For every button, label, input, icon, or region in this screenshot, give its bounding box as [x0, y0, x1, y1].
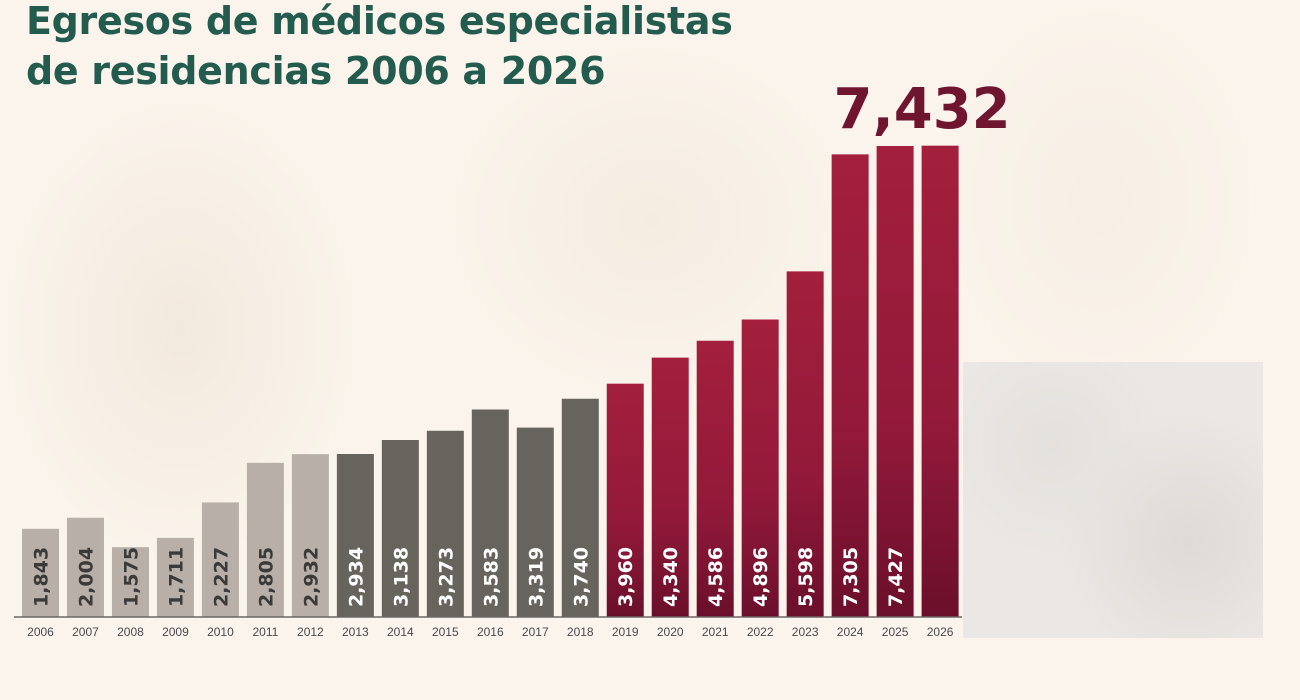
value-label: 3,319	[525, 547, 547, 607]
x-tick-label: 2024	[837, 625, 864, 639]
bar-2009	[156, 537, 194, 617]
bar-2020	[651, 357, 689, 617]
x-tick-label: 2021	[702, 625, 729, 639]
value-label: 3,273	[435, 547, 457, 607]
value-label: 3,960	[615, 547, 637, 607]
bar-2021	[696, 340, 734, 617]
x-tick-label: 2007	[72, 625, 99, 639]
bar-2014	[381, 440, 419, 617]
x-tick-label: 2022	[747, 625, 774, 639]
x-tick-label: 2017	[522, 625, 549, 639]
x-tick-label: 2011	[252, 625, 278, 639]
value-label: 1,711	[165, 547, 187, 607]
bar-2015	[426, 430, 464, 617]
value-label: 4,896	[750, 547, 772, 607]
x-tick-label: 2008	[117, 625, 144, 639]
x-tick-label: 2013	[342, 625, 369, 639]
title-line-1: Egresos de médicos especialistas	[26, 0, 733, 43]
value-label: 3,583	[480, 547, 502, 607]
x-tick-label: 2019	[612, 625, 639, 639]
value-label: 3,138	[390, 547, 412, 607]
x-tick-label: 2006	[27, 625, 54, 639]
value-label: 1,575	[120, 547, 142, 607]
value-label: 7,427	[885, 547, 907, 607]
value-label: 2,004	[75, 547, 97, 607]
bar-2011	[246, 462, 284, 617]
x-tick-label: 2014	[387, 625, 414, 639]
value-label: 2,805	[255, 547, 277, 607]
x-tick-label: 2012	[297, 625, 324, 639]
bar-2022	[741, 319, 779, 617]
bar-2024	[831, 154, 869, 618]
bar-2008	[111, 547, 149, 617]
x-tick-label: 2020	[657, 625, 684, 639]
value-label: 2,227	[210, 547, 232, 607]
x-tick-label: 2016	[477, 625, 504, 639]
decorative-panel	[963, 362, 1263, 638]
bar-2025	[876, 146, 914, 617]
value-label: 3,740	[570, 547, 592, 607]
bar-2006	[22, 528, 59, 617]
highlight-value-label: 7,432	[834, 77, 1011, 142]
value-label: 7,305	[840, 547, 862, 607]
bar-2007	[66, 517, 104, 617]
bar-2012	[291, 454, 329, 617]
value-label: 2,932	[300, 547, 322, 607]
value-label: 5,598	[795, 547, 817, 607]
x-tick-label: 2010	[207, 625, 234, 639]
x-tick-label: 2018	[567, 625, 594, 639]
value-label: 4,586	[705, 547, 727, 607]
x-tick-label: 2009	[162, 625, 189, 639]
bar-2018	[561, 398, 599, 617]
x-tick-label: 2026	[927, 625, 954, 639]
bar-2019	[606, 383, 644, 617]
value-label: 1,843	[31, 547, 53, 607]
bar-2016	[471, 409, 509, 617]
title-line-2: de residencias 2006 a 2026	[26, 49, 606, 93]
bar-2010	[201, 502, 239, 617]
bar-2023	[786, 271, 824, 617]
value-label: 2,934	[345, 547, 367, 607]
chart-title: Egresos de médicos especialistas de resi…	[26, 0, 733, 96]
x-tick-label: 2025	[882, 625, 909, 639]
x-tick-label: 2015	[432, 625, 459, 639]
x-tick-label: 2023	[792, 625, 819, 639]
value-label: 4,340	[660, 547, 682, 607]
bar-2017	[516, 427, 554, 617]
bar-2013	[336, 454, 374, 617]
bar-2026	[921, 145, 959, 618]
